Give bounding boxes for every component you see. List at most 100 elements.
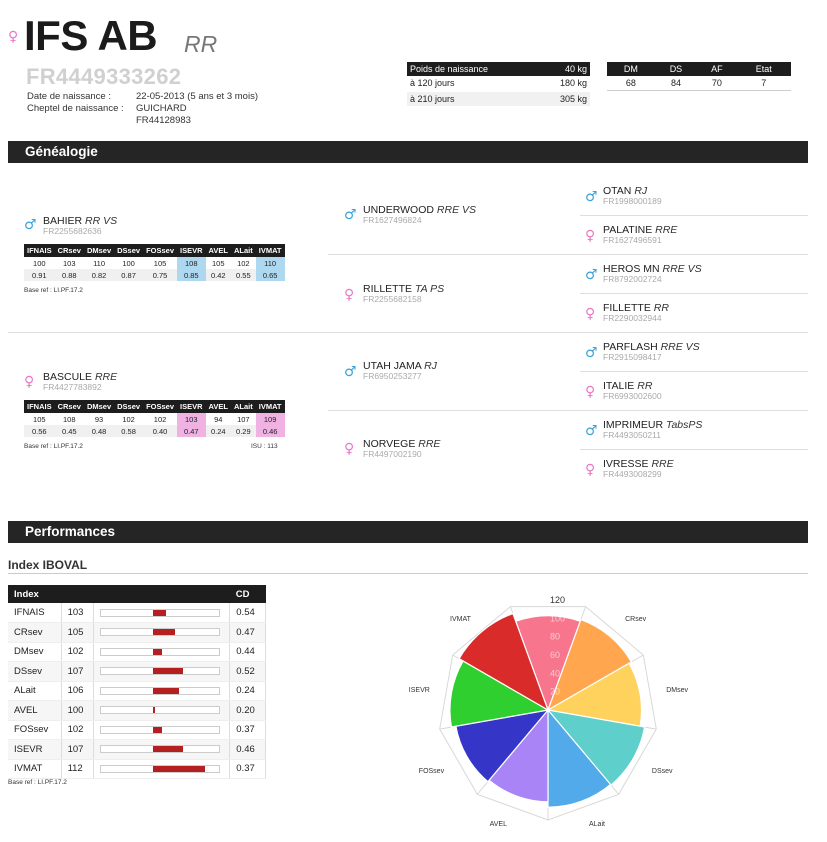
divider	[580, 410, 808, 411]
iboval-bar-fill	[153, 746, 184, 753]
male-icon: ♂	[24, 217, 37, 233]
index-cd: 0.55	[230, 269, 256, 281]
index-header: CRsev	[54, 400, 84, 413]
ancestor-name[interactable]: OTAN RJ	[603, 185, 648, 197]
iboval-index-header: Index	[8, 585, 230, 603]
female-icon: ♀	[344, 287, 355, 303]
sire-id: FR2255682636	[43, 226, 102, 236]
index-cd: 0.46	[255, 425, 285, 437]
sire-name[interactable]: BAHIER RR VS	[43, 215, 118, 227]
index-cd: 0.47	[177, 425, 206, 437]
iboval-bar-track	[100, 608, 221, 617]
index-cd: 0.87	[114, 269, 144, 281]
divider	[580, 293, 808, 294]
ancestor-name[interactable]: PARFLASH RRE VS	[603, 341, 700, 353]
iboval-cd: 0.46	[229, 739, 266, 760]
index-value: 102	[143, 413, 178, 425]
index-header: ISEVR	[177, 244, 206, 257]
iboval-row: ALait 106 0.24	[8, 681, 266, 701]
index-header: AVEL	[205, 244, 231, 257]
performances-header: Performances	[8, 521, 808, 543]
divider	[580, 254, 808, 255]
ancestor-name[interactable]: HEROS MN RRE VS	[603, 263, 702, 275]
ancestor-name[interactable]: ITALIE RR	[603, 380, 653, 392]
iboval-bar-fill	[153, 707, 156, 714]
iboval-value: 103	[61, 603, 95, 623]
dev-header: DM	[607, 62, 655, 76]
female-icon: ♀	[8, 29, 19, 45]
index-value: 107	[230, 413, 256, 425]
index-value: 110	[255, 257, 285, 269]
category-label: CRsev	[625, 616, 647, 623]
grandparent-name[interactable]: RILLETTE TA PS	[363, 283, 445, 295]
grandparent-name[interactable]: UNDERWOOD RRE VS	[363, 204, 476, 216]
iboval-value: 105	[61, 622, 95, 643]
grandparent-name[interactable]: UTAH JAMA RJ	[363, 360, 437, 372]
category-label: AVEL	[490, 821, 507, 828]
slice-fossev	[455, 709, 550, 783]
category-label: FOSsev	[419, 768, 445, 775]
weight-header-value: 40 kg	[538, 62, 590, 76]
index-cd: 0.24	[205, 425, 231, 437]
dev-value: 68	[607, 76, 655, 91]
tick-label: 40	[550, 668, 560, 678]
iboval-bar-cell	[93, 700, 231, 721]
iboval-value: 100	[61, 700, 95, 721]
divider	[328, 410, 580, 411]
dev-header: AF	[697, 62, 737, 76]
grandparent-id: FR2255682158	[363, 294, 422, 304]
ancestor-name[interactable]: IMPRIMEUR TabsPS	[603, 419, 703, 431]
category-label: DMsev	[666, 687, 688, 694]
index-header: ISEVR	[177, 400, 206, 413]
index-header: AVEL	[205, 400, 231, 413]
ancestor-name[interactable]: IVRESSE RRE	[603, 458, 674, 470]
male-icon: ♂	[585, 189, 598, 205]
male-icon: ♂	[344, 364, 357, 380]
index-cd: 0.48	[83, 425, 115, 437]
grandparent-id: FR1627496824	[363, 215, 422, 225]
divider	[580, 332, 808, 333]
index-cd: 0.42	[205, 269, 231, 281]
ancestor-name[interactable]: PALATINE RRE	[603, 224, 678, 236]
index-value: 108	[177, 257, 206, 269]
index-cd: 0.58	[114, 425, 144, 437]
iboval-value: 107	[61, 661, 95, 682]
index-value: 93	[83, 413, 115, 425]
iboval-value: 106	[61, 681, 95, 701]
index-value: 105	[205, 257, 231, 269]
dam-name[interactable]: BASCULE RRE	[43, 371, 118, 383]
index-header: ALait	[230, 244, 256, 257]
index-cd: 0.29	[230, 425, 256, 437]
iboval-value: 112	[61, 759, 95, 779]
ancestor-id: FR2290032944	[603, 313, 662, 323]
iboval-bar-track	[100, 628, 221, 637]
ancestor-id: FR4493008299	[603, 469, 662, 479]
divider	[580, 215, 808, 216]
iboval-bar-fill	[153, 726, 162, 733]
index-value: 105	[24, 413, 55, 425]
iboval-cd: 0.37	[229, 759, 266, 779]
iboval-label: ISEVR	[8, 739, 62, 760]
iboval-bar-fill	[153, 668, 184, 675]
category-label: ISEVR	[409, 687, 430, 694]
dev-header: Etat	[736, 62, 791, 76]
slice-avel	[488, 708, 549, 803]
grandparent-name[interactable]: NORVEGE RRE	[363, 438, 441, 450]
dev-header: DS	[654, 62, 698, 76]
iboval-label: IFNAIS	[8, 603, 62, 623]
iboval-row: IFNAIS 103 0.54	[8, 603, 266, 623]
index-cd: 0.91	[24, 269, 55, 281]
development-table: DM DS AF Etat 68 84 70 7	[607, 62, 791, 91]
index-cd: 0.65	[255, 269, 285, 281]
male-icon: ♂	[585, 345, 598, 361]
index-value: 103	[177, 413, 206, 425]
divider	[328, 254, 580, 255]
weight-header-label: Poids de naissance	[407, 62, 539, 76]
weight-label: à 120 jours	[407, 76, 539, 92]
ancestor-name[interactable]: FILLETTE RR	[603, 302, 669, 314]
cheptel-label: Cheptel de naissance :	[27, 103, 124, 114]
index-cd: 0.88	[54, 269, 84, 281]
iboval-label: ALait	[8, 681, 62, 701]
iboval-value: 102	[61, 642, 95, 662]
iboval-bar-track	[100, 745, 221, 754]
